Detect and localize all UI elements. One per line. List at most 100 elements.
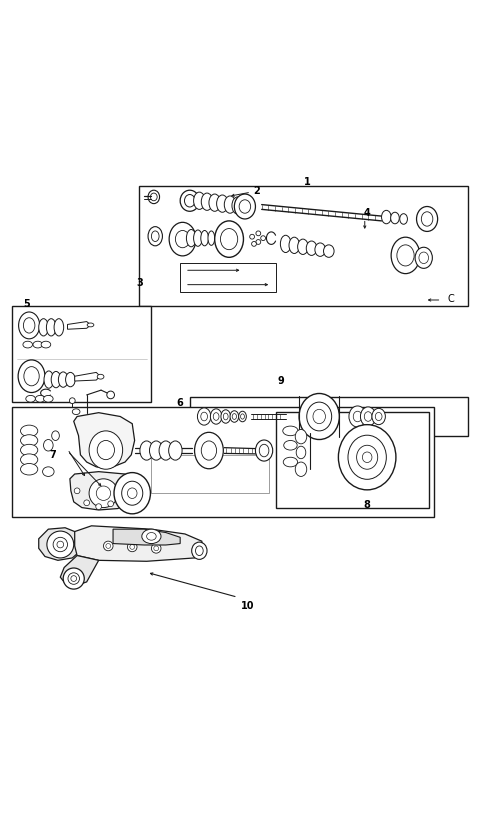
Ellipse shape <box>280 235 290 252</box>
Ellipse shape <box>239 200 250 213</box>
Ellipse shape <box>127 488 137 498</box>
Ellipse shape <box>175 231 189 247</box>
Polygon shape <box>67 322 89 329</box>
Ellipse shape <box>141 529 161 544</box>
Ellipse shape <box>416 207 437 232</box>
Circle shape <box>153 546 158 551</box>
Ellipse shape <box>20 435 38 446</box>
Polygon shape <box>74 412 135 468</box>
Ellipse shape <box>381 211 390 224</box>
Circle shape <box>251 242 256 247</box>
Ellipse shape <box>295 462 306 476</box>
Ellipse shape <box>72 409 80 415</box>
Text: 9: 9 <box>277 376 284 386</box>
Circle shape <box>84 500 90 506</box>
Ellipse shape <box>200 412 207 421</box>
Ellipse shape <box>97 441 114 460</box>
Ellipse shape <box>41 342 51 348</box>
Polygon shape <box>151 455 268 493</box>
Ellipse shape <box>201 193 212 211</box>
Ellipse shape <box>305 241 316 256</box>
Ellipse shape <box>114 472 150 514</box>
Ellipse shape <box>180 190 199 212</box>
Ellipse shape <box>229 411 238 422</box>
Ellipse shape <box>44 371 54 388</box>
Ellipse shape <box>314 243 325 257</box>
Ellipse shape <box>371 408 385 425</box>
Text: 1: 1 <box>303 177 310 187</box>
Text: 2: 2 <box>253 186 260 196</box>
Ellipse shape <box>159 441 172 460</box>
Ellipse shape <box>396 245 413 266</box>
Ellipse shape <box>39 319 48 336</box>
Text: 8: 8 <box>363 500 370 510</box>
Ellipse shape <box>221 410 230 423</box>
Ellipse shape <box>44 440 53 451</box>
Circle shape <box>117 493 123 498</box>
Ellipse shape <box>312 409 325 424</box>
Ellipse shape <box>47 531 74 558</box>
Ellipse shape <box>255 440 272 461</box>
Ellipse shape <box>296 446 305 459</box>
Ellipse shape <box>35 396 45 402</box>
Ellipse shape <box>421 212 432 227</box>
Ellipse shape <box>352 412 361 421</box>
Ellipse shape <box>197 408 211 425</box>
Circle shape <box>106 544 110 548</box>
Ellipse shape <box>418 252 428 263</box>
Ellipse shape <box>20 444 38 456</box>
Circle shape <box>74 488 80 494</box>
Text: 5: 5 <box>23 299 30 309</box>
Text: 4: 4 <box>363 207 370 217</box>
Ellipse shape <box>51 372 60 387</box>
Ellipse shape <box>201 441 216 460</box>
Ellipse shape <box>232 414 236 419</box>
Ellipse shape <box>89 479 118 507</box>
Text: C: C <box>447 294 454 304</box>
Ellipse shape <box>306 402 331 431</box>
Ellipse shape <box>87 323 94 327</box>
Text: 3: 3 <box>136 278 142 288</box>
Ellipse shape <box>18 360 45 392</box>
Ellipse shape <box>43 466 54 476</box>
Ellipse shape <box>97 374 104 379</box>
Ellipse shape <box>214 221 243 257</box>
Ellipse shape <box>53 537 67 551</box>
Polygon shape <box>70 471 132 510</box>
Ellipse shape <box>362 452 371 462</box>
Ellipse shape <box>259 444 268 456</box>
Polygon shape <box>60 556 98 586</box>
Circle shape <box>249 234 254 239</box>
Ellipse shape <box>213 412 219 421</box>
Ellipse shape <box>288 237 299 253</box>
Ellipse shape <box>20 463 38 475</box>
Circle shape <box>107 501 113 506</box>
Ellipse shape <box>299 393 339 440</box>
Ellipse shape <box>23 317 35 333</box>
Text: 6: 6 <box>177 398 183 408</box>
Ellipse shape <box>146 532 156 540</box>
Ellipse shape <box>194 432 223 469</box>
Polygon shape <box>75 526 204 561</box>
Ellipse shape <box>18 312 40 339</box>
Ellipse shape <box>52 431 59 441</box>
Ellipse shape <box>184 195 195 207</box>
Ellipse shape <box>240 414 244 419</box>
Circle shape <box>130 545 135 549</box>
Ellipse shape <box>390 212 398 224</box>
Ellipse shape <box>238 412 246 421</box>
Ellipse shape <box>200 231 208 246</box>
Ellipse shape <box>195 546 203 556</box>
Ellipse shape <box>375 412 381 421</box>
Ellipse shape <box>139 441 153 460</box>
Ellipse shape <box>216 195 227 212</box>
Ellipse shape <box>295 430 306 444</box>
Ellipse shape <box>347 435 386 479</box>
Bar <box>189 397 467 436</box>
Ellipse shape <box>23 342 32 348</box>
Ellipse shape <box>209 194 220 212</box>
Ellipse shape <box>150 193 157 201</box>
Ellipse shape <box>193 192 205 209</box>
Circle shape <box>151 544 161 553</box>
Ellipse shape <box>33 342 43 348</box>
